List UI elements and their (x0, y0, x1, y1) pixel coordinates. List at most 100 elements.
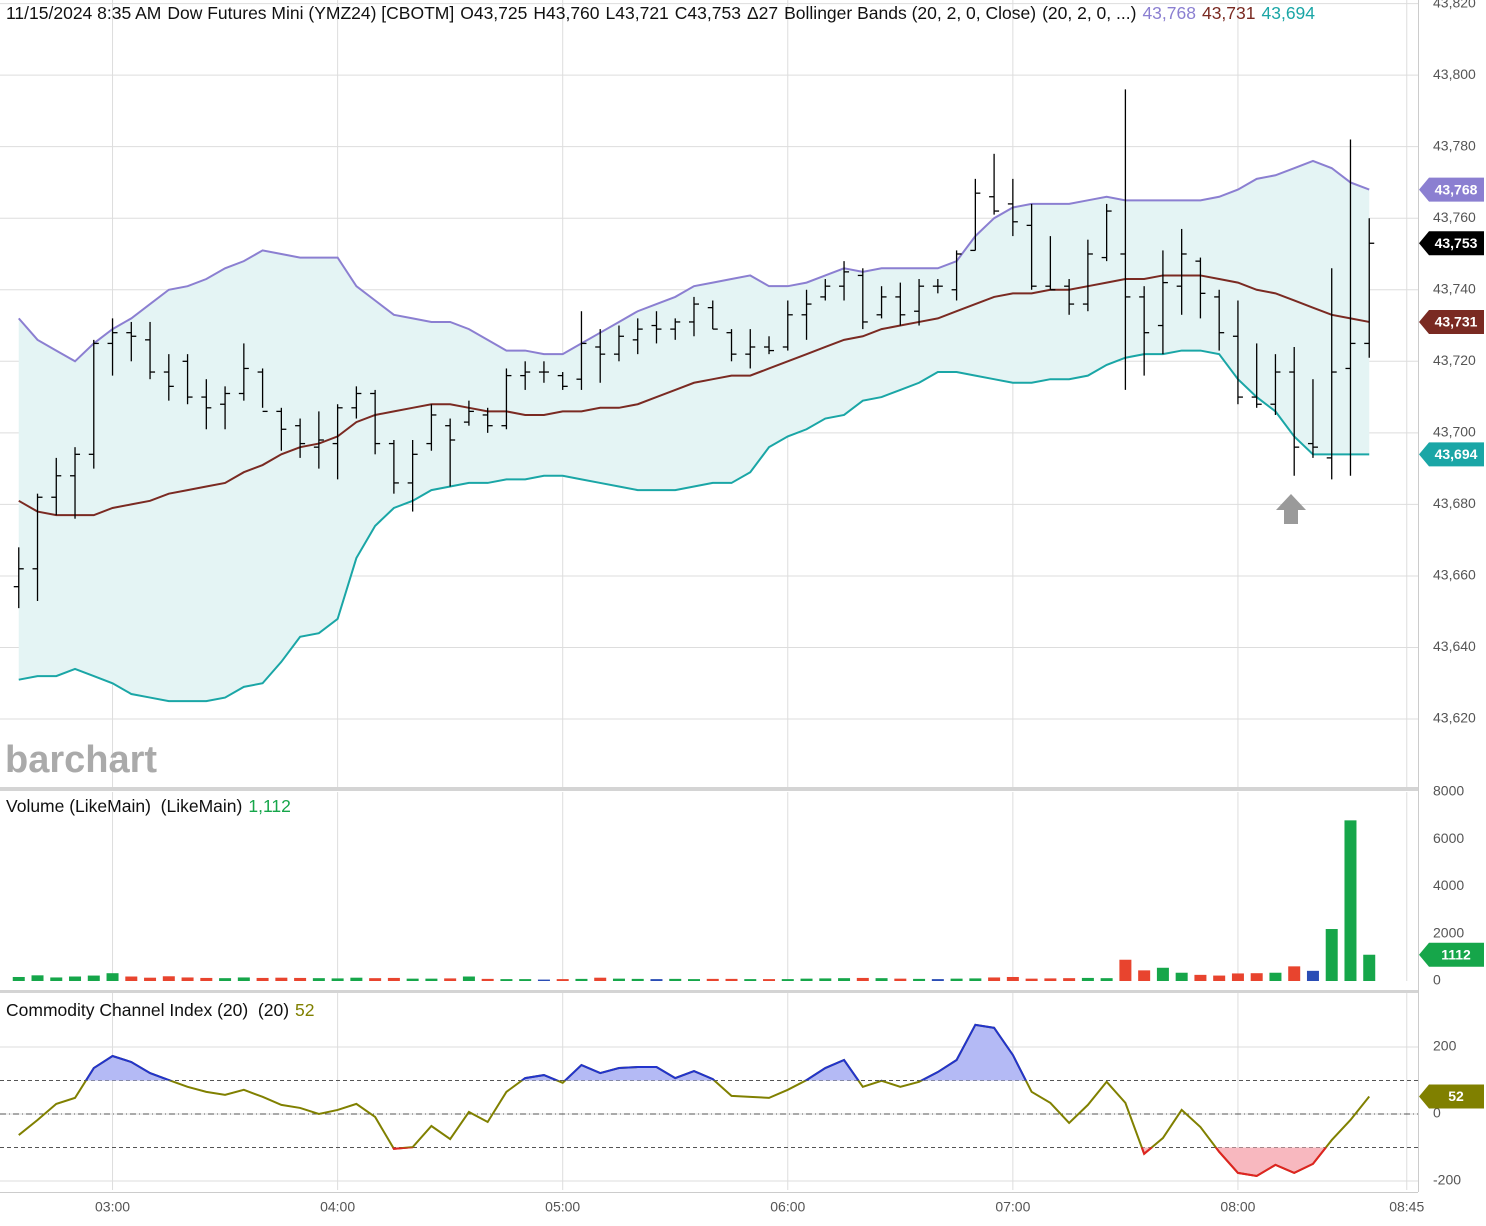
price-header: 11/15/2024 8:35 AM Dow Futures Mini (YMZ2… (6, 3, 1321, 24)
volume-value: 1,112 (248, 796, 291, 816)
study-params: (20, 2, 0, ...) (1042, 3, 1137, 23)
high-label: H43,760 (533, 3, 600, 23)
volume-bar (1138, 970, 1151, 981)
x-tick-label: 05:00 (545, 1199, 580, 1215)
volume-bar (1344, 820, 1357, 981)
volume-bar (1306, 970, 1319, 981)
background-layer (0, 0, 1418, 1190)
x-tick-label: 04:00 (320, 1199, 355, 1215)
volume-bar (425, 978, 438, 981)
volume-bar (12, 976, 25, 981)
y-tick-label: 43,740 (1433, 280, 1476, 296)
volume-bar (687, 979, 700, 981)
y-tick-label: 43,680 (1433, 495, 1476, 511)
cci-line-below (391, 1147, 1328, 1177)
x-tick-label: 08:45 (1389, 1199, 1424, 1215)
volume-bar (725, 978, 738, 981)
panel-separator (0, 990, 1418, 993)
y-tick-label: 43,660 (1433, 567, 1476, 583)
volume-bar (575, 978, 588, 981)
y-tick-label: 0 (1433, 1105, 1441, 1121)
volume-bar (894, 978, 907, 981)
upper-band-value: 43,768 (1142, 3, 1196, 23)
volume-bar (1175, 972, 1188, 981)
watermark: barchart (5, 739, 157, 781)
x-tick-label: 07:00 (995, 1199, 1030, 1215)
cci-below-fill (393, 1147, 1326, 1176)
y-tick-label: -200 (1433, 1172, 1461, 1188)
volume-bar (856, 977, 869, 981)
volume-bar (1156, 967, 1169, 981)
y-tick-label: 43,720 (1433, 352, 1476, 368)
volume-bar (1044, 978, 1057, 981)
lower-band-value: 43,694 (1261, 3, 1316, 23)
volume-bar (406, 978, 419, 981)
volume-bar (819, 978, 832, 981)
volume-bar (650, 979, 663, 981)
volume-bar (800, 978, 813, 981)
volume-bar (444, 978, 457, 981)
y-tick-label: 43,820 (1433, 0, 1476, 10)
volume-badge-label: 1112 (1441, 946, 1471, 962)
panel-separator (0, 787, 1418, 791)
x-tick-label: 03:00 (95, 1199, 130, 1215)
volume-bar (481, 978, 494, 981)
cci-line-above (84, 1023, 1107, 1081)
volume-bar (781, 979, 794, 981)
band-badge-label: 43,731 (1435, 314, 1478, 330)
y-tick-label: 43,800 (1433, 66, 1476, 82)
volume-bar (1100, 978, 1113, 981)
volume-bar (200, 977, 213, 981)
volume-bar (1006, 976, 1019, 981)
volume-bar (931, 979, 944, 981)
volume-bar (350, 977, 363, 981)
volume-bar (1363, 954, 1376, 981)
volume-bar (669, 978, 682, 981)
volume-bar (500, 979, 513, 981)
cci-header: Commodity Channel Index (20) (20) 52 (6, 1000, 321, 1021)
open-label: O43,725 (460, 3, 528, 23)
band-badge (1419, 177, 1484, 202)
cci-title: Commodity Channel Index (20) (20) (6, 1000, 290, 1020)
band-line (18, 159, 1370, 363)
cci-value: 52 (295, 1000, 315, 1020)
volume-bar (1081, 977, 1094, 981)
volume-bar (519, 979, 532, 981)
symbol: Dow Futures Mini (YMZ24) [CBOTM] (167, 3, 455, 23)
cci-above-fill (18, 1024, 1370, 1081)
x-tick-label: 06:00 (770, 1199, 805, 1215)
volume-bar (106, 973, 119, 981)
volume-bar (913, 978, 926, 981)
volume-bar (950, 978, 963, 981)
cci-line (18, 1023, 1371, 1177)
volume-bar (1325, 929, 1338, 981)
volume-bar (87, 975, 100, 981)
y-tick-label: 43,620 (1433, 710, 1476, 726)
signal-arrow (1276, 494, 1306, 524)
cci-badge (1419, 1084, 1484, 1109)
volume-bar (537, 979, 550, 981)
volume-bar (1063, 978, 1076, 981)
volume-bar (969, 978, 982, 981)
volume-bar (594, 977, 607, 981)
y-tick-label: 43,700 (1433, 424, 1476, 440)
volume-bar (631, 978, 644, 981)
volume-bar (763, 979, 776, 981)
y-tick-label: 4000 (1433, 877, 1464, 893)
y-tick-label: 6000 (1433, 830, 1464, 846)
volume-bar (556, 979, 569, 981)
volume-bar (331, 978, 344, 981)
volume-bar (69, 976, 82, 981)
volume-bar (387, 977, 400, 981)
volume-bar (706, 978, 719, 981)
volume-bar (369, 978, 382, 981)
volume-bar (275, 977, 288, 981)
volume-bar (875, 978, 888, 981)
volume-bar (294, 977, 307, 981)
volume-header: Volume (LikeMain) (LikeMain) 1,112 (6, 796, 297, 817)
band-badge (1419, 442, 1484, 467)
band-line (18, 274, 1370, 517)
volume-bar (144, 977, 157, 981)
